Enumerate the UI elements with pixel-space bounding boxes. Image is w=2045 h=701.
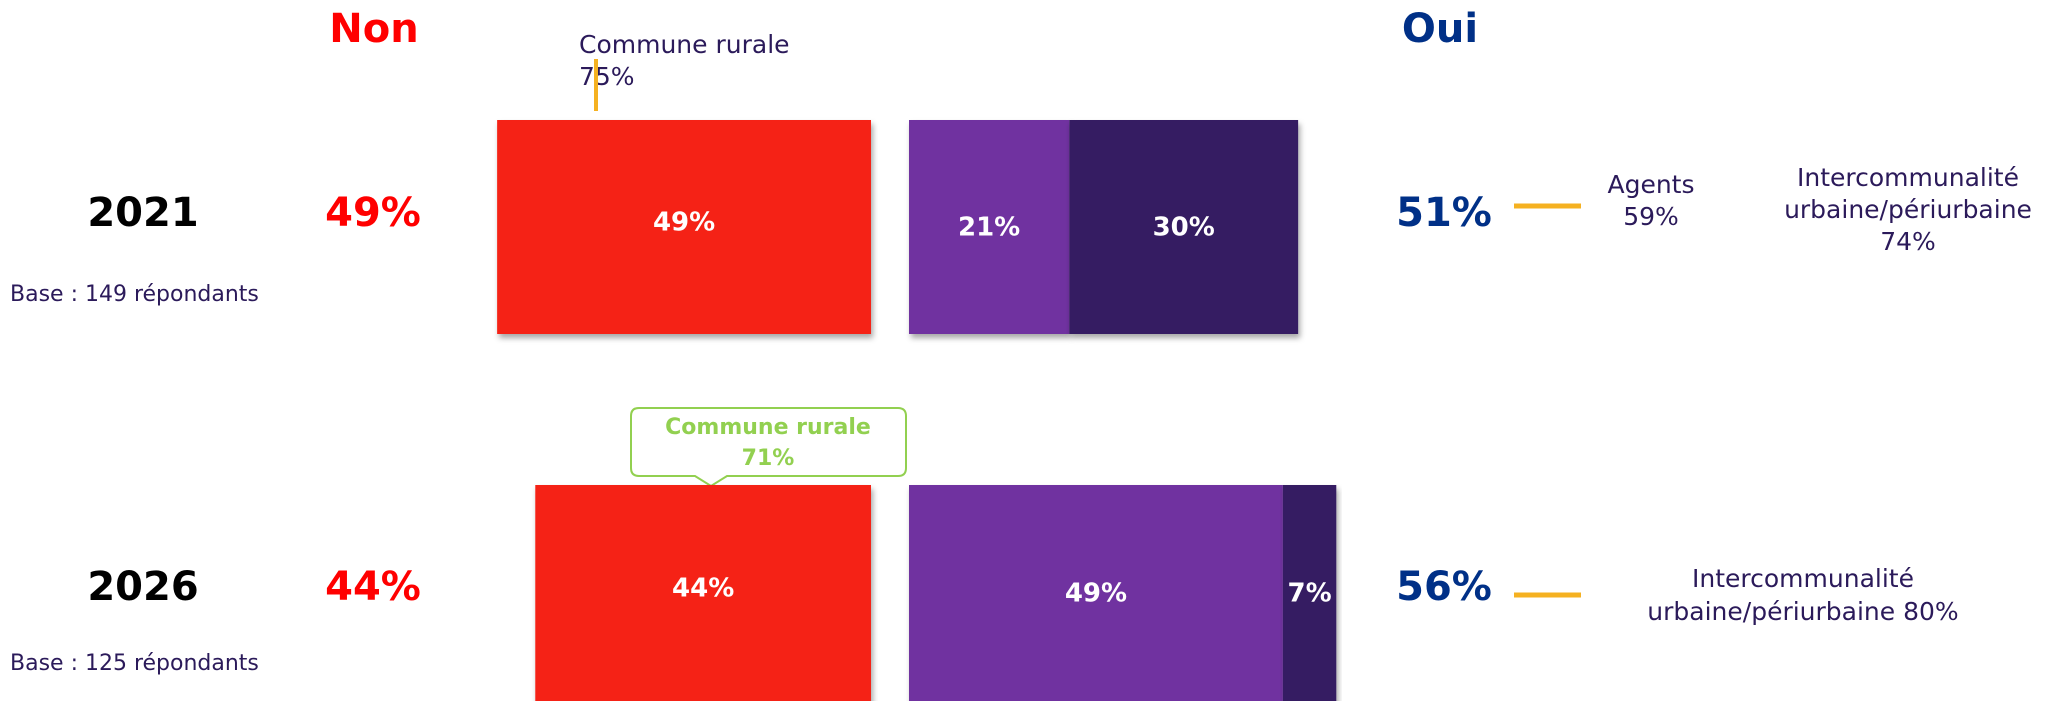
annotation: Commune rurale	[579, 30, 790, 59]
bar-label: 7%	[1287, 579, 1331, 609]
annotation: urbaine/périurbaine 80%	[1647, 597, 1958, 626]
annotation: 75%	[579, 62, 635, 91]
year-label: 2026	[87, 564, 198, 610]
oui-total: 56%	[1396, 564, 1492, 610]
bar-label: 49%	[1065, 579, 1127, 609]
annotation: urbaine/périurbaine	[1784, 195, 2032, 224]
bar	[909, 120, 1070, 334]
year-label: 2021	[87, 190, 198, 236]
non-header: Non	[329, 6, 418, 52]
non-total: 49%	[325, 190, 421, 236]
bar	[497, 120, 871, 334]
bar	[535, 485, 871, 701]
bar	[1069, 120, 1299, 334]
bar	[909, 485, 1283, 701]
base-label: Base : 149 répondants	[10, 282, 259, 307]
bar-label: 21%	[958, 213, 1020, 243]
non-total: 44%	[325, 564, 421, 610]
bar-label: 44%	[672, 574, 734, 604]
annotation: Intercommunalité	[1797, 163, 2019, 192]
bar-label: 30%	[1153, 213, 1215, 243]
base-label: Base : 125 répondants	[10, 651, 259, 676]
bar-label: 49%	[653, 208, 715, 238]
oui-header: Oui	[1402, 6, 1478, 52]
annotation: 74%	[1880, 227, 1936, 256]
callout-box	[630, 407, 907, 488]
annotation: 59%	[1623, 202, 1679, 231]
bar	[1282, 485, 1337, 701]
annotation: Intercommunalité	[1692, 564, 1914, 593]
oui-total: 51%	[1396, 190, 1492, 236]
annotation: Agents	[1607, 170, 1694, 199]
annotation: 71%	[742, 446, 795, 471]
annotation: Commune rurale	[665, 415, 871, 440]
